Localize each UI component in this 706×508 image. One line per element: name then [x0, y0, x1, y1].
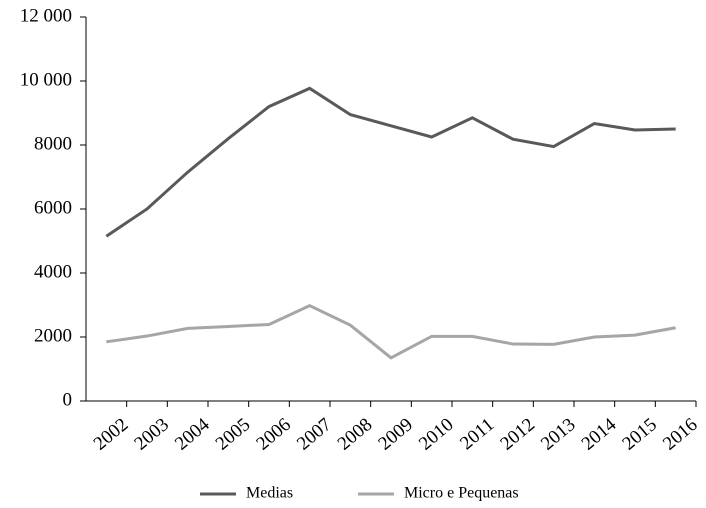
x-tick-label: 2013: [537, 414, 580, 455]
y-tick-label: 6000: [34, 197, 72, 218]
x-tick-label: 2016: [659, 414, 702, 455]
x-tick-label: 2006: [252, 414, 295, 455]
x-tick-label: 2012: [496, 414, 539, 455]
x-tick-label: 2007: [293, 414, 336, 455]
x-tick-label: 2011: [456, 414, 498, 454]
legend-label: Micro e Pequenas: [404, 485, 519, 502]
line: [105, 86, 676, 238]
legend-label: Medias: [246, 485, 293, 502]
x-tick-label: 2003: [130, 414, 173, 455]
x-tick-label: 2009: [374, 414, 417, 455]
y-tick-label: 10 000: [20, 69, 72, 90]
x-tick-label: 2014: [578, 414, 621, 455]
x-tick-label: 2015: [618, 414, 661, 455]
y-tick-label: 2000: [34, 325, 72, 346]
x-tick-label: 2010: [415, 414, 458, 455]
y-tick-label: 4000: [34, 261, 72, 282]
y-tick-label: 8000: [34, 133, 72, 154]
x-tick-label: 2008: [334, 414, 377, 455]
y-tick-label: 12 000: [20, 5, 72, 26]
y-tick-label: 0: [63, 389, 73, 410]
x-tick-label: 2005: [212, 414, 255, 455]
x-tick-label: 2002: [90, 414, 133, 455]
line: [106, 303, 676, 360]
x-tick-label: 2004: [171, 414, 214, 455]
